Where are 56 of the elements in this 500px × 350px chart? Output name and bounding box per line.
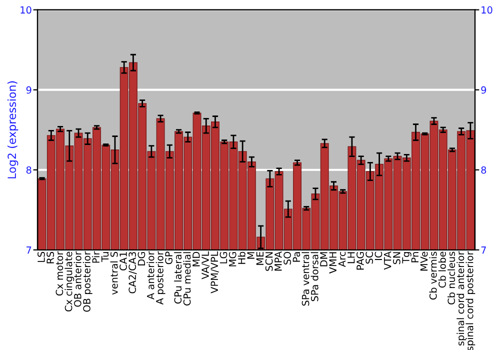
x-tick-label: MD <box>192 252 200 266</box>
x-tick-label: Cb vermis <box>429 252 437 300</box>
x-tick-label: ventral S <box>110 252 118 295</box>
x-tick-label: DG <box>138 252 146 266</box>
x-tick-label: ME <box>256 252 264 265</box>
y2-tick-label: 9 <box>481 86 486 94</box>
x-tick-label: LH <box>348 252 355 264</box>
x-tick-label: M <box>247 252 254 259</box>
x-tick-label: Tu <box>101 252 109 262</box>
x-tick-label: VTA <box>384 251 392 270</box>
x-tick-label: Hb <box>238 252 246 264</box>
x-tick-label: Pn <box>411 252 418 262</box>
x-tick-label: SN <box>392 252 400 264</box>
y-tick-label: 9 <box>26 86 32 94</box>
x-tick-label: VMH <box>329 252 336 274</box>
x-tick-label: LS <box>38 252 45 262</box>
x-tick-label: MVe <box>420 252 428 271</box>
x-tick-label: RS <box>46 252 54 264</box>
x-tick-label: A posterior <box>156 251 166 305</box>
x-tick-label: SCN <box>265 252 273 271</box>
x-tick-label: VA/VL <box>202 251 210 280</box>
x-tick-label: Cb lobe <box>438 252 446 288</box>
y-tick-label: 8 <box>26 166 32 174</box>
x-tick-label: SC <box>366 252 374 264</box>
y2-tick-label: 10 <box>482 6 492 14</box>
x-tick-label: Tg <box>402 252 412 264</box>
x-tick-label: CPu lateral <box>174 252 182 304</box>
x-tick-label: CA2/CA3 <box>128 252 137 294</box>
x-tick-label: PAG <box>356 252 364 270</box>
x-tick-label: DM <box>320 252 328 266</box>
x-tick-label: Cx cingulate <box>64 252 74 312</box>
x-tick-label: CA1 <box>120 252 127 270</box>
x-tick-label: IC <box>374 252 382 260</box>
x-tick-label: A anterior <box>146 251 154 300</box>
x-tick-label: Cx motor <box>56 251 64 296</box>
x-tick-label: MPA <box>274 251 282 271</box>
x-tick-label: MG <box>228 252 236 266</box>
y2-tick-label: 8 <box>481 166 486 174</box>
y-tick-label: 7 <box>26 246 32 254</box>
x-tick-label: SPa ventral <box>302 252 310 306</box>
x-tick-label: CPu medial <box>183 252 191 306</box>
x-tick-label: Cb nucleus <box>448 252 456 304</box>
x-tick-label: spinal cord anterior <box>456 251 466 346</box>
x-tick-label: Arc <box>338 252 346 267</box>
y-tick-label: 10 <box>20 6 32 14</box>
x-tick-label: OB anterior <box>74 251 82 307</box>
x-tick-label: Pa <box>292 252 300 262</box>
x-tick-label: VPM/VPL <box>210 251 219 294</box>
x-tick-label: SPa dorsal <box>310 252 318 302</box>
x-tick-label: LG <box>220 252 228 264</box>
y2-tick-label: 7 <box>481 246 486 254</box>
x-tick-label: GP <box>165 252 172 264</box>
x-tick-label: OB posterior <box>82 251 92 312</box>
x-tick-label: SO <box>284 252 291 264</box>
x-tick-label: Pir <box>92 251 100 263</box>
y-axis-title: Log2 (expression) <box>7 81 18 178</box>
